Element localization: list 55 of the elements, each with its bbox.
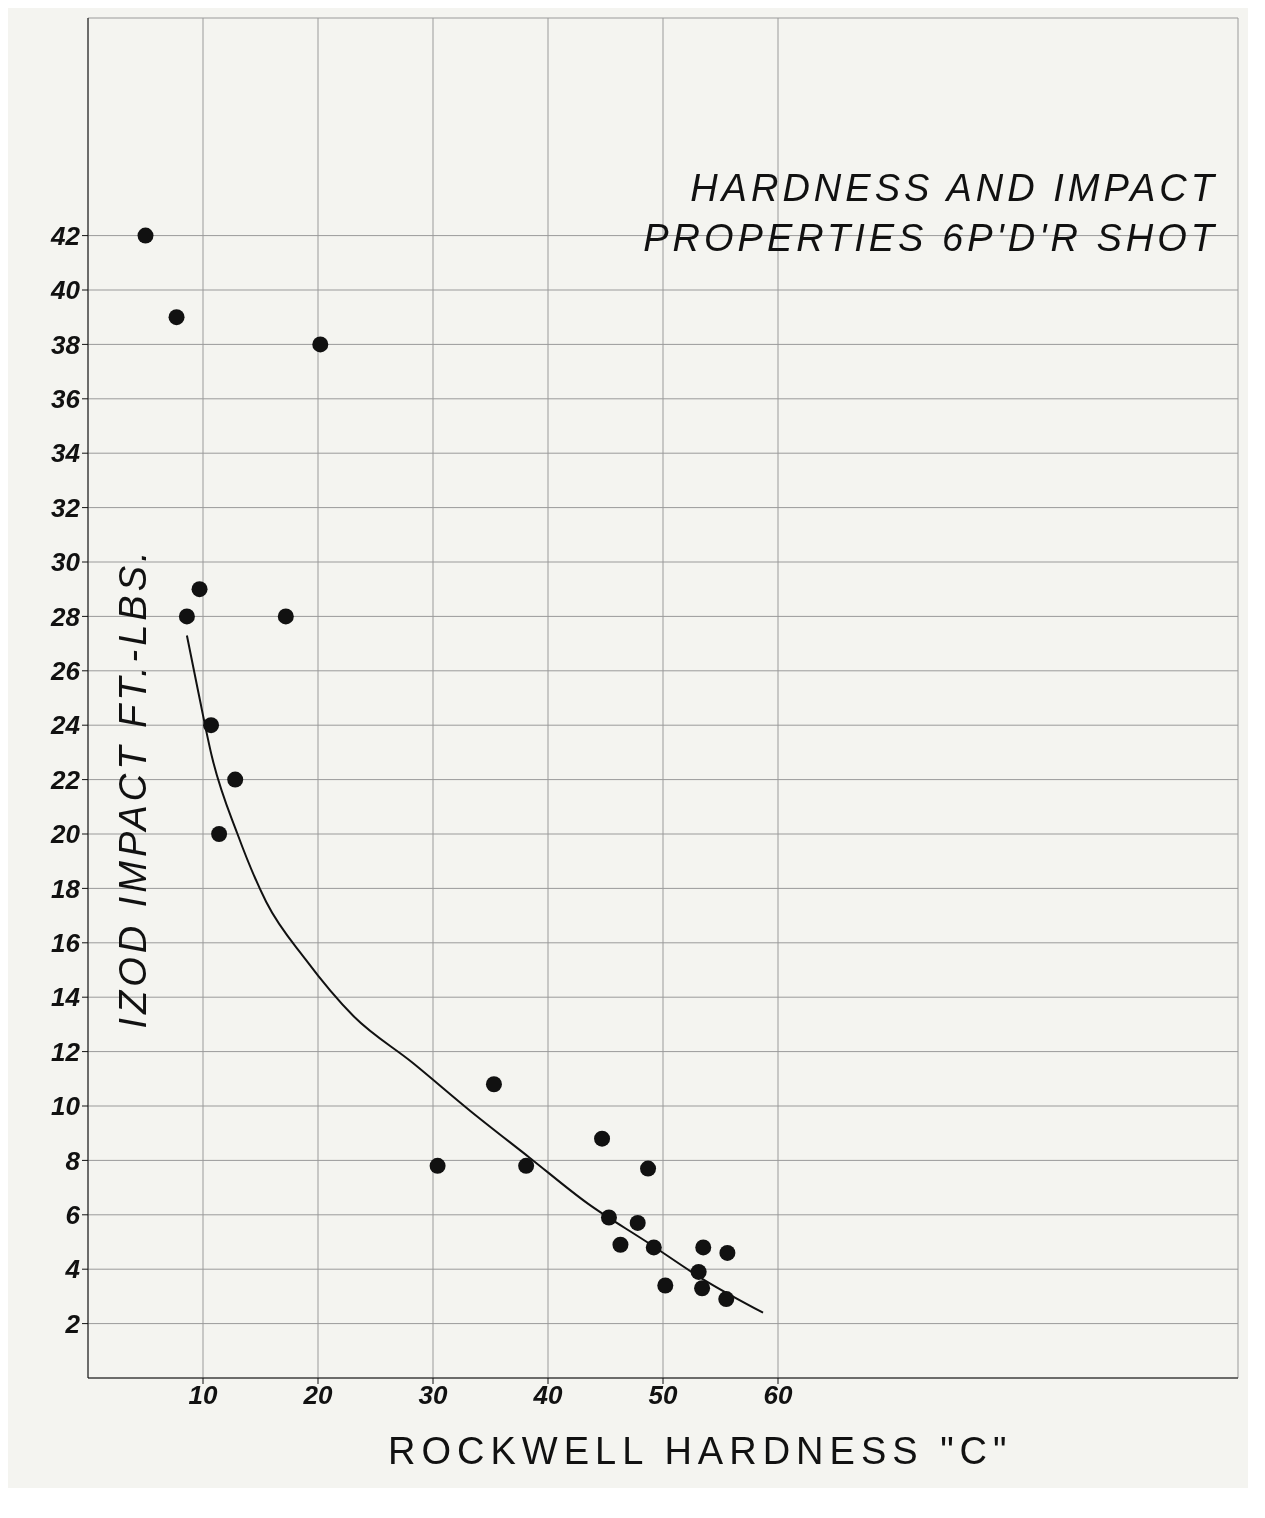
point [694,1280,711,1297]
y-tick-label: 10 [51,1091,81,1122]
point [690,1263,707,1280]
point [719,1244,736,1261]
y-tick-label: 8 [65,1145,81,1176]
text: HARDNESS AND IMPACT PROPERTIES 6P'D'R SHOT [642,166,1218,261]
point [657,1277,674,1294]
point [211,826,228,842]
point [191,581,208,598]
point [312,336,329,353]
point [178,608,195,625]
x-tick-label: 40 [532,1380,563,1411]
y-tick-label: 38 [51,329,81,360]
y-tick-label: 20 [50,819,81,850]
y-tick-label: 16 [51,928,81,959]
y-tick-label: 26 [50,656,81,687]
point [695,1239,712,1256]
y-tick-label: 18 [51,873,81,904]
x-tick-label: 30 [418,1380,448,1411]
line-series [185,634,765,1314]
point [594,1130,611,1147]
y-tick-label: 32 [51,492,81,523]
y-tick-label: 2 [64,1308,81,1339]
point [640,1160,657,1177]
point [629,1214,646,1231]
y-tick-label: 36 [51,384,81,415]
y-axis-title: IZOD IMPACT FT.-LBS. [111,547,155,1029]
y-tick-label: 24 [50,710,81,741]
point [600,1209,617,1226]
y-tick-label: 12 [51,1036,81,1067]
point [137,227,154,244]
point [718,1291,735,1308]
point [518,1157,535,1174]
y-tick-label: 42 [50,220,81,251]
y-tick-label: 14 [51,982,81,1013]
point [227,771,244,788]
y-tick-label: 40 [50,275,81,306]
point [612,1236,629,1253]
y-tick-label: 6 [65,1200,81,1231]
y-tick-label: 4 [64,1254,81,1285]
point [645,1239,662,1256]
point [485,1076,502,1093]
point [429,1157,446,1174]
y-tick-label: 28 [50,601,81,632]
point [203,717,220,734]
x-tick-label: 60 [763,1380,793,1411]
point [168,309,185,326]
y-tick-label: 34 [51,438,81,469]
x-tick-label: 20 [302,1380,333,1411]
point [277,608,294,625]
x-tick-label: 10 [188,1380,218,1411]
x-axis-title: ROCKWELL HARDNESS "C" [388,1430,1013,1473]
y-tick-label: 30 [51,547,81,578]
y-tick-label: 22 [50,764,81,795]
x-tick-label: 50 [648,1380,678,1411]
